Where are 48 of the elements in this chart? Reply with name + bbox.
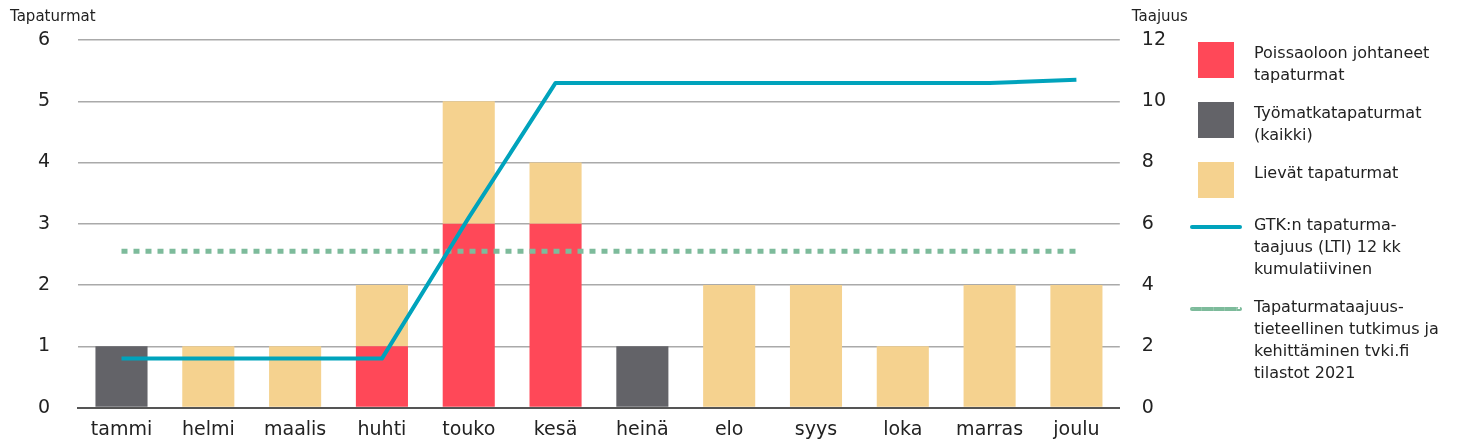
- y2-tick-label: 4: [1141, 272, 1154, 294]
- legend-label: Poissaoloon johtaneet tapaturmat: [1254, 42, 1431, 86]
- x-tick-label: tammi: [90, 416, 153, 439]
- bar: [269, 346, 322, 407]
- bar: [442, 223, 495, 407]
- x-tick-label: joulu: [1052, 416, 1100, 439]
- bar: [703, 285, 756, 407]
- bar: [616, 346, 669, 407]
- legend-label: Tapaturmataajuus-tieteellinen tutkimus ja kehittäminen tvki.fi tilastot 2021: [1254, 296, 1440, 384]
- x-tick-label: helmi: [181, 416, 235, 439]
- x-tick-label: elo: [714, 416, 744, 439]
- y2-tick-label: 6: [1141, 210, 1154, 233]
- legend-label: Työmatkatapaturmat (kaikki): [1254, 102, 1423, 146]
- bar: [529, 223, 582, 407]
- y2-tick-label: 0: [1141, 394, 1154, 417]
- x-tick-label: kesä: [533, 416, 578, 439]
- bar: [442, 101, 495, 224]
- bar: [789, 285, 843, 407]
- bar: [355, 346, 408, 407]
- y-tick-label: 5: [37, 88, 51, 111]
- y2-axis-title: Taajuus: [1130, 7, 1189, 26]
- y2-tick-label: 12: [1141, 26, 1167, 49]
- x-tick-label: loka: [883, 416, 923, 439]
- y2-tick-label: 8: [1141, 149, 1154, 172]
- bar: [95, 346, 148, 407]
- y2-tick-label: 2: [1141, 333, 1154, 356]
- bar: [182, 346, 235, 407]
- y-tick-label: 1: [37, 333, 51, 356]
- x-tick-label: syys: [794, 416, 838, 439]
- y2-tick-label: 10: [1141, 88, 1167, 111]
- x-tick-label: maalis: [263, 416, 327, 439]
- y-tick-label: 2: [37, 272, 51, 294]
- x-tick-label: huhti: [357, 416, 407, 439]
- y-tick-label: 6: [37, 26, 51, 49]
- x-tick-label: touko: [442, 416, 496, 439]
- bar: [876, 346, 929, 407]
- legend-label: GTK:n tapaturma-taajuus (LTI) 12 kk kumulatiivinen: [1254, 214, 1402, 280]
- bar: [529, 162, 582, 224]
- bar: [1050, 285, 1103, 407]
- y-tick-label: 0: [37, 394, 51, 417]
- y-tick-label: 3: [37, 210, 51, 233]
- y-tick-label: 4: [37, 149, 51, 172]
- x-tick-label: heinä: [616, 416, 669, 439]
- x-tick-label: marras: [956, 416, 1024, 439]
- legend-label: Lievät tapaturmat: [1254, 162, 1399, 184]
- bar: [355, 285, 408, 347]
- bar: [963, 285, 1016, 407]
- y-axis-title: Tapaturmat: [9, 7, 96, 26]
